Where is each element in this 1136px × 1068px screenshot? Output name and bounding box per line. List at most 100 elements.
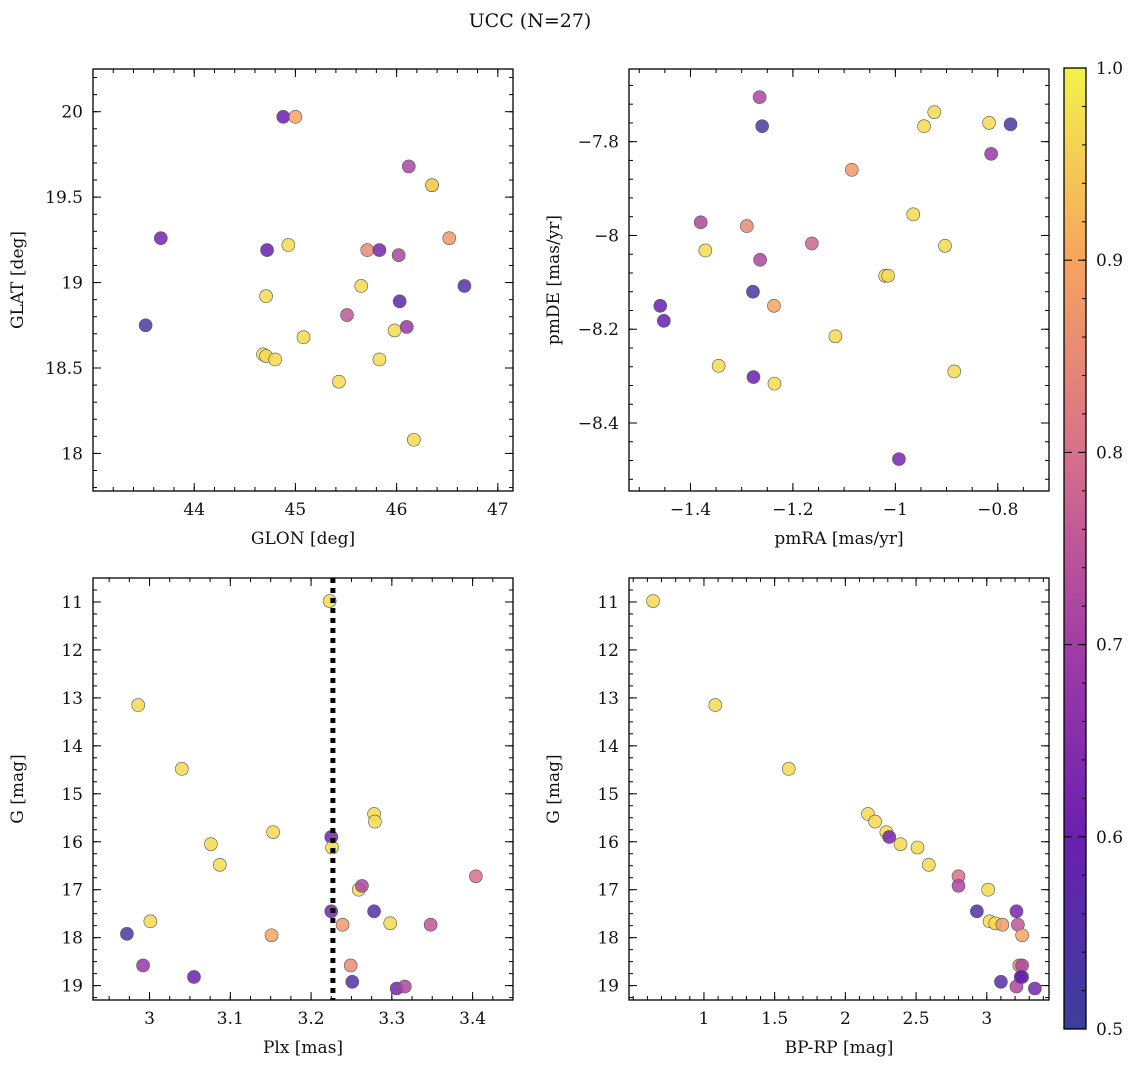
data-point [657,313,671,328]
colorbar-tick-label: 0.9 [1096,251,1123,271]
data-point [746,370,761,384]
y-tick-label: 18.5 [45,359,83,379]
y-axis-label: pmDE [mas/yr] [544,215,564,345]
y-tick-label: 16 [597,833,619,853]
data-point [805,236,819,251]
x-tick-label: 1 [699,1009,710,1029]
colorbar-tick-label: 0.8 [1096,443,1123,463]
colorbar-tick-label: 0.6 [1096,828,1123,848]
data-point [442,231,457,245]
x-tick-label: 3.2 [298,1009,325,1029]
data-point [755,119,769,134]
data-point [469,869,483,884]
x-axis-label: Plx [mas] [263,1038,343,1058]
panel-1: 44 45 46 47 18 18.5 19 19.5 20 GLON [deg] GLAT [de… [8,68,514,549]
y-tick-label: −7.8 [578,133,619,153]
data-point [698,243,713,258]
data-point [882,830,897,844]
panel-2: −1.4 −1.2 −1 −0.8 −8.4 −8.2 −8 −7.8 pmRA [mas/yr… [544,68,1050,549]
data-point [1028,981,1042,996]
data-point [646,594,660,608]
data-point [399,320,414,334]
data-point [288,110,303,124]
x-axis-label: pmRA [mas/yr] [774,529,903,549]
data-point [187,970,201,984]
y-axis-label: GLAT [deg] [8,231,28,329]
figure-title: UCC (N=27) [469,10,592,32]
panel-3: 3 3.1 3.2 3.3 3.4 11 12 13 14 15 16 17 18 19 Plx [mas]… [8,577,514,1058]
colorbar: 0.5 0.6 0.7 0.8 0.9 1.0 [1063,59,1123,1040]
data-point [1015,928,1029,943]
x-tick-label: 45 [285,500,307,520]
data-point [368,814,382,829]
data-point [845,163,859,177]
data-point [828,329,843,344]
x-tick-label: −1 [883,500,908,520]
y-tick-label: 18 [597,929,619,949]
data-point [893,837,908,851]
x-tick-label: 3.1 [217,1009,244,1029]
data-point [131,698,146,712]
x-tick-label: 3 [981,1009,992,1029]
data-point [392,294,407,309]
data-point [995,917,1010,932]
data-point [383,916,398,931]
data-point [708,698,723,712]
data-point [425,178,439,192]
x-tick-label: 3.4 [459,1009,486,1029]
data-point [1009,904,1024,919]
data-point [927,105,942,119]
data-point [423,917,438,932]
data-point [281,238,296,252]
data-point [938,238,952,253]
data-point [1013,970,1028,984]
y-tick-label: 11 [597,593,619,613]
x-axis-label: GLON [deg] [251,529,355,549]
y-tick-label: 17 [597,881,619,901]
data-point [276,110,291,124]
axes-frame [92,68,514,492]
data-point [387,323,402,338]
data-point [970,904,984,919]
y-tick-label: 15 [597,785,619,805]
y-tick-label: 12 [597,641,619,661]
data-point [693,215,708,230]
data-point [407,432,421,447]
data-point [296,330,311,345]
data-point [984,147,998,161]
data-point [982,116,996,130]
data-point [360,243,375,257]
data-point [767,376,782,391]
data-point [868,814,882,829]
x-tick-label: 3 [144,1009,155,1029]
colorbar-gradient [1063,67,1087,1030]
data-point [260,243,274,257]
colorbar-tick-label: 0.5 [1096,1020,1123,1040]
x-tick-label: −1.4 [670,500,711,520]
x-tick-label: −1.2 [772,500,813,520]
data-point [994,974,1008,989]
y-tick-label: 16 [61,833,83,853]
data-point [332,374,346,389]
data-point [354,279,368,293]
data-point [910,840,925,855]
data-point [906,207,921,222]
data-point [401,159,416,174]
y-tick-label: 13 [61,689,83,709]
y-tick-label: 14 [61,737,83,757]
panels: 44 45 46 47 18 18.5 19 19.5 20 GLON [deg] GLAT [de… [8,68,1050,1058]
y-tick-label: 18 [61,444,83,464]
y-tick-label: −8 [594,226,619,246]
y-axis-label: G [mag] [8,754,28,823]
y-tick-label: 14 [597,737,619,757]
data-point [951,879,966,893]
data-point [947,364,962,379]
data-point [372,243,387,257]
data-point [204,837,218,851]
y-tick-label: −8.2 [578,320,619,340]
data-point [372,352,387,367]
data-point [340,308,354,322]
x-tick-label: 1.5 [761,1009,788,1029]
axes-frame [628,68,1050,492]
y-axis-label: G [mag] [544,754,564,823]
